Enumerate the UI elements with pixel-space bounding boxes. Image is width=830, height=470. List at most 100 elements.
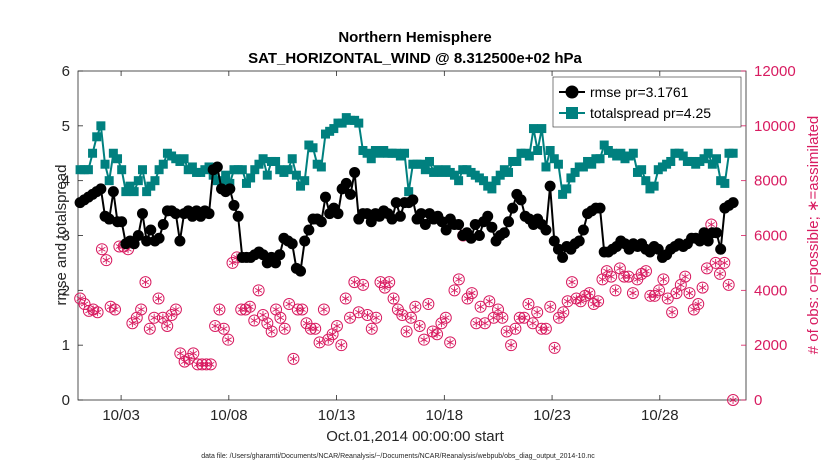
obs-possible-point — [383, 276, 396, 289]
totalspread-point — [362, 148, 372, 158]
obs-possible-point — [465, 287, 478, 300]
obs-possible-point — [287, 352, 300, 365]
obs-assimilated-point — [302, 319, 311, 328]
totalspread-point — [562, 184, 572, 194]
obs-possible-point — [496, 311, 509, 324]
totalspread-point — [628, 148, 638, 158]
obs-assimilated-point — [272, 305, 280, 314]
obs-assimilated-point — [163, 321, 171, 330]
obs-assimilated-point — [485, 297, 494, 306]
obs-assimilated-point — [93, 308, 102, 317]
x-tick-label: 10/18 — [426, 407, 464, 424]
chart-title: Northern Hemisphere — [338, 29, 491, 46]
totalspread-point — [570, 167, 580, 177]
x-tick-label: 10/28 — [641, 407, 679, 424]
obs-possible-point — [265, 325, 278, 338]
totalspread-point — [258, 154, 268, 164]
tick-labels: 0 1 2 3 4 5 6 0 2000 4000 6000 8000 10000 12000 10/03 1… — [62, 63, 796, 424]
legend-spread-label: totalspread pr=4.25 — [590, 105, 711, 121]
obs-possible-point — [78, 298, 91, 311]
obs-assimilated-point — [359, 280, 367, 289]
rmse-point — [415, 208, 427, 220]
obs-possible-point — [666, 306, 679, 319]
rmse-point — [715, 243, 727, 255]
rmse-point — [203, 208, 215, 220]
obs-assimilated-point — [659, 275, 668, 284]
obs-assimilated-point — [546, 302, 554, 311]
obs-assimilated-point — [633, 275, 641, 284]
obs-assimilated-point — [442, 313, 450, 322]
legend-box — [552, 76, 742, 128]
obs-assimilated-point — [550, 343, 559, 352]
obs-possible-point — [452, 273, 465, 286]
totalspread-point — [637, 165, 647, 175]
obs-possible-point — [592, 295, 605, 308]
obs-possible-point — [209, 319, 222, 332]
totalspread-point — [179, 154, 189, 164]
rmse-point — [698, 227, 710, 239]
totalspread-point — [329, 124, 339, 134]
rmse-point — [507, 202, 519, 214]
obs-assimilated-point — [224, 335, 232, 344]
totalspread-point — [404, 187, 414, 197]
obs-assimilated-point — [259, 311, 267, 320]
obs-possible-point — [139, 276, 152, 289]
obs-possible-point — [191, 358, 204, 371]
obs-assimilated-point — [489, 313, 498, 322]
obs-assimilated-point — [394, 305, 402, 314]
obs-assimilated-point — [146, 324, 154, 333]
obs-possible-point — [474, 300, 487, 313]
obs-assimilated-point — [677, 280, 685, 289]
obs-possible-point — [291, 303, 304, 316]
obs-assimilated-point — [594, 297, 602, 306]
obs-assimilated-point — [655, 286, 663, 295]
obs-assimilated-point — [281, 324, 289, 333]
obs-possible-point — [283, 298, 296, 311]
obs-assimilated-point — [111, 305, 119, 314]
obs-assimilated-point — [137, 305, 145, 314]
obs-possible-point — [539, 322, 552, 335]
rmse-point — [365, 216, 377, 228]
totalspread-point — [113, 154, 123, 164]
obs-assimilated-point — [611, 286, 620, 295]
obs-possible-point — [718, 256, 731, 269]
rmse-point — [228, 199, 240, 211]
totalspread-point — [454, 176, 464, 186]
obs-possible-point — [313, 336, 326, 349]
y-right-tick-label: 12000 — [754, 63, 796, 80]
rmse-point — [652, 243, 664, 255]
obs-assimilated-point — [337, 341, 346, 350]
obs-assimilated-point — [211, 321, 219, 330]
totalspread-point — [121, 187, 131, 197]
obs-assimilated-point — [207, 360, 215, 369]
obs-assimilated-point — [468, 289, 476, 298]
obs-possible-point — [204, 358, 217, 371]
rmse-point — [107, 186, 119, 198]
rmse-point — [573, 235, 585, 247]
obs-assimilated-point — [437, 319, 446, 328]
totalspread-point — [241, 178, 251, 188]
obs-possible-point — [535, 322, 548, 335]
totalspread-point — [707, 159, 717, 169]
obs-assimilated-point — [685, 289, 694, 298]
obs-assimilated-point — [681, 272, 689, 281]
totalspread-point — [354, 118, 364, 128]
obs-assimilated-point — [76, 294, 84, 303]
obs-assimilated-point — [407, 313, 415, 322]
obs-assimilated-point — [333, 321, 341, 330]
obs-possible-point — [448, 284, 461, 297]
rmse-point — [594, 202, 606, 214]
rmse-point — [257, 249, 269, 261]
obs-possible-point — [526, 317, 539, 330]
totalspread-point — [420, 165, 430, 175]
obs-assimilated-point — [381, 283, 389, 292]
totalspread-point — [137, 165, 147, 175]
totalspread-point — [703, 148, 713, 158]
totalspread-point — [549, 154, 559, 164]
obs-possible-point — [387, 292, 400, 305]
legend-rmse-label: rmse pr=3.1761 — [590, 84, 689, 100]
obs-possible-point — [152, 292, 165, 305]
obs-possible-point — [161, 319, 174, 332]
obs-assimilated-point — [585, 289, 594, 298]
x-tick-label: 10/13 — [318, 407, 356, 424]
